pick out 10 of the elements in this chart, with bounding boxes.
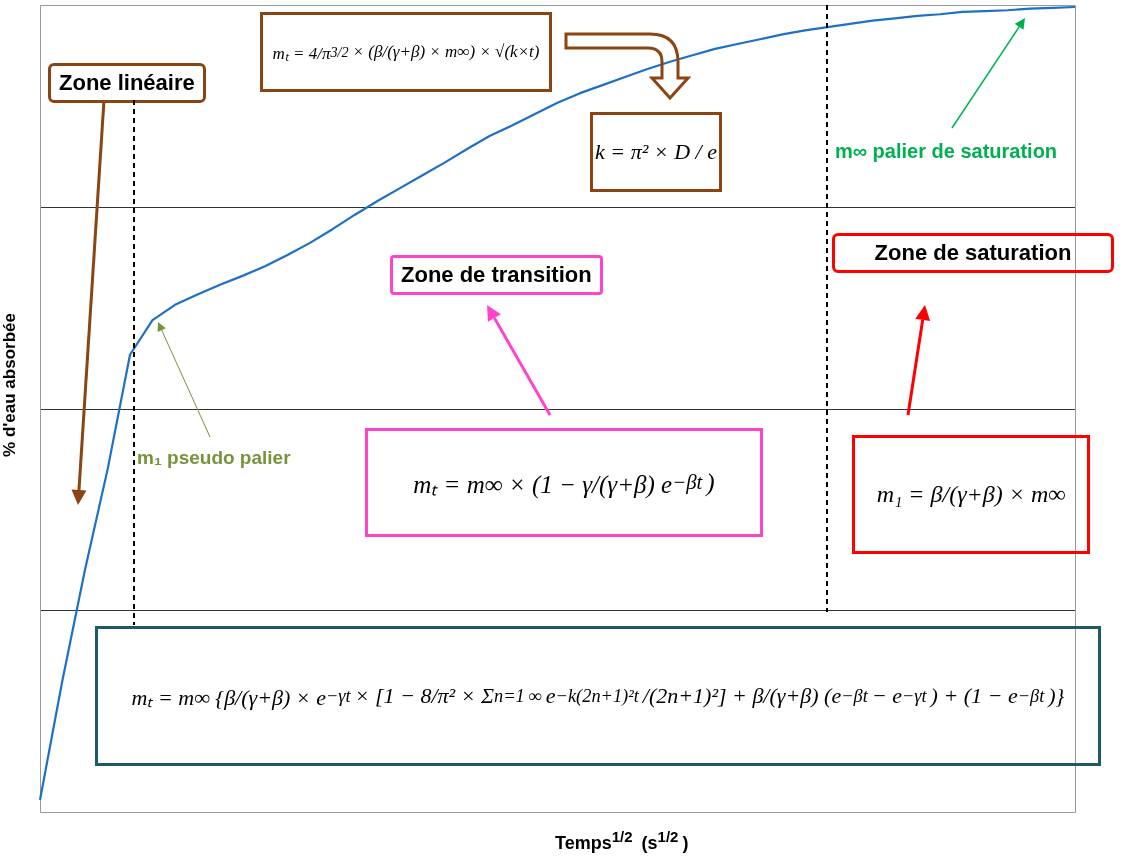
annotation: m₁ pseudo palier <box>137 447 291 469</box>
annotation: Zone linéaire <box>48 63 206 103</box>
annotation: m₁ = β/(γ+β) × m∞ <box>852 435 1090 554</box>
x-axis-title: Temps$^{1/2}$ (s$^{1/2}$) <box>555 828 689 854</box>
annotation: Zone de transition <box>390 255 603 295</box>
annotation: Zone de saturation <box>832 233 1114 273</box>
annotation: k = π² × D / e <box>590 112 722 192</box>
annotation: m∞ palier de saturation <box>835 140 1058 163</box>
y-axis-title: % d'eau absorbée <box>0 313 20 457</box>
annotation: mₜ = 4/π$^{3/2}$ × (β/(γ+β) × m∞) × √(k×t) <box>260 12 552 92</box>
